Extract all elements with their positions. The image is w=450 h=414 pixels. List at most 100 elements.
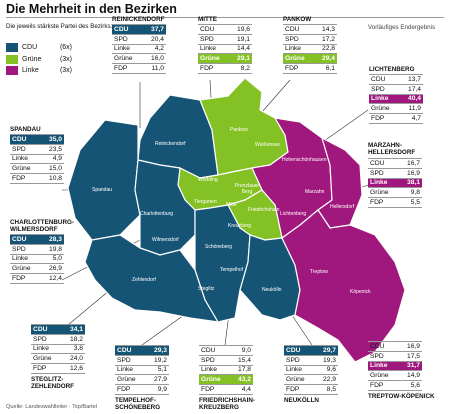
district-name: NEUKÖLLN <box>284 396 319 404</box>
party-name: Linke <box>369 93 400 104</box>
result-table: CDU 9,0 SPD 15,4 Linke 17,8 Grüne 43,2 FDP 4,4 <box>199 345 253 395</box>
party-percentage: 19,3 <box>314 354 338 366</box>
party-percentage: 12,4 <box>40 273 64 284</box>
map-label-reinickendorf: Reinickendorf <box>155 141 186 147</box>
party-percentage: 17,2 <box>314 33 337 45</box>
district-name: TREPTOW-KÖPENICK <box>368 392 435 400</box>
district-box-reinickendorf: REINICKENDORF CDU 37,7 SPD 20,4 Linke 4,2 Grün… <box>112 16 166 74</box>
map-label-steglitz: Steglitz <box>198 286 215 292</box>
legend: CDU (6x) Grüne (3x) Linke (3x) <box>6 42 98 77</box>
leader-line-steglitz <box>61 289 111 331</box>
party-name: Grüne <box>368 370 399 381</box>
party-name: CDU <box>283 24 315 35</box>
result-row: CDU 16,9 <box>368 341 422 352</box>
party-name: Grüne <box>284 374 315 385</box>
map-label-pankow: Pankow <box>230 127 248 133</box>
result-row: SPD 16,9 <box>368 167 422 179</box>
party-name: CDU <box>112 24 143 35</box>
party-percentage: 20,4 <box>142 33 166 45</box>
party-percentage: 24,0 <box>61 353 85 364</box>
party-name: SPD <box>199 354 231 366</box>
district-box-charlottenburg-wilmersdorf: CHARLOTTENBURG-WILMERSDORF CDU 28,3 SPD 19,… <box>10 219 110 284</box>
result-row: Grüne 11,9 <box>369 103 423 114</box>
result-row: Grüne 26,9 <box>10 263 64 274</box>
map-label-wilmersdorf: Wilmersdorf <box>152 237 179 243</box>
result-row: Grüne 24,0 <box>31 353 85 364</box>
party-percentage: 16,9 <box>398 167 422 179</box>
result-table: CDU 16,7 SPD 16,9 Linke 38,1 Grüne 9,8 FDP 5,5 <box>368 158 422 208</box>
result-row: Linke 17,8 <box>199 364 253 375</box>
party-percentage: 9,8 <box>398 187 422 198</box>
party-percentage: 19,8 <box>40 243 64 255</box>
map-label-hohenschoenhausen: Hohenschönhausen <box>282 157 327 163</box>
party-percentage: 14,9 <box>398 370 422 381</box>
party-percentage: 35,0 <box>40 134 64 145</box>
party-name: Grüne <box>369 103 400 114</box>
result-row: CDU 9,0 <box>199 345 253 356</box>
map-label-lichtenberg: Lichtenberg <box>280 211 307 217</box>
district-box-lichtenberg: LICHTENBERG CDU 13,7 SPD 17,4 Linke 40,4 Grüne… <box>369 66 423 124</box>
party-percentage: 16,0 <box>142 53 166 64</box>
party-name: SPD <box>368 167 399 179</box>
party-percentage: 3,8 <box>61 343 85 354</box>
map-label-schoeneberg: Schöneberg <box>205 244 232 250</box>
party-name: Linke <box>112 43 143 54</box>
district-box-mitte: MITTE CDU 19,6 SPD 19,1 Linke 14,4 Grüne 29,1 FD… <box>198 16 252 74</box>
party-percentage: 9,0 <box>230 345 253 356</box>
result-row: SPD 19,3 <box>284 354 338 366</box>
result-row: SPD 19,1 <box>198 33 252 45</box>
party-name: Grüne <box>115 374 146 385</box>
result-note: Vorläufiges Endergebnis <box>368 24 436 31</box>
result-row: Grüne 43,2 <box>199 374 253 385</box>
map-label-weissensee: Weißensee <box>255 142 281 148</box>
result-row: CDU 19,6 <box>198 24 252 35</box>
party-name: CDU <box>115 345 146 356</box>
result-row: Grüne 29,1 <box>198 53 252 64</box>
party-percentage: 17,4 <box>399 83 423 95</box>
party-name: Grüne <box>283 53 315 64</box>
map-label-mitte: Mitte <box>226 202 237 208</box>
party-name: SPD <box>10 243 41 255</box>
district-box-neukoelln: CDU 29,7 SPD 19,3 Linke 9,6 Grüne 22,9 FDP 8,5 NE… <box>284 345 338 405</box>
result-row: Grüne 15,0 <box>10 163 64 174</box>
party-percentage: 38,1 <box>398 177 422 188</box>
map-label-treptow: Treptow <box>310 269 328 275</box>
legend-count-gruene: (3x) <box>59 55 72 63</box>
district-name: MITTE <box>198 16 217 23</box>
party-percentage: 31,7 <box>398 360 422 371</box>
party-percentage: 5,5 <box>398 197 422 208</box>
party-percentage: 14,4 <box>229 43 252 54</box>
result-row: Grüne 14,9 <box>368 370 422 381</box>
party-percentage: 12,6 <box>61 363 85 374</box>
legend-party-cdu: CDU <box>22 44 38 52</box>
party-name: FDP <box>369 113 400 124</box>
party-name: Linke <box>283 43 315 54</box>
result-table: CDU 35,0 SPD 23,5 Linke 4,9 Grüne 15,0 FDP 10,8 <box>10 134 64 184</box>
party-percentage: 29,3 <box>145 345 169 356</box>
result-row: Linke 40,4 <box>369 93 423 104</box>
map-label-tiergarten: Tiergarten <box>194 199 217 205</box>
party-percentage: 5,1 <box>145 364 169 375</box>
map-label-wedding: Wedding <box>198 177 218 183</box>
party-name: FDP <box>115 384 146 395</box>
map-label-koepenick: Köpenick <box>350 289 371 295</box>
result-row: FDP 12,6 <box>31 363 85 374</box>
result-table: CDU 14,3 SPD 17,2 Linke 22,8 Grüne 29,4 FDP 6,1 <box>283 24 337 74</box>
legend-count-linke: (3x) <box>59 67 72 75</box>
result-row: FDP 8,5 <box>284 384 338 395</box>
party-percentage: 27,9 <box>145 374 169 385</box>
district-treptow <box>281 209 406 363</box>
result-row: SPD 17,4 <box>369 83 423 95</box>
party-percentage: 17,8 <box>230 364 253 375</box>
party-name: CDU <box>284 345 315 356</box>
result-row: Grüne 29,4 <box>283 53 337 64</box>
party-name: Linke <box>199 364 231 375</box>
party-name: FDP <box>31 363 62 374</box>
result-row: CDU 16,7 <box>368 158 422 169</box>
result-row: Grüne 27,9 <box>115 374 169 385</box>
district-box-marzahn-hellersdorf: MARZAHN-HELLERSDORF CDU 16,7 SPD 16,9 Linke 3… <box>368 142 438 208</box>
result-table: CDU 28,3 SPD 19,8 Linke 5,0 Grüne 26,9 FDP 12,4 <box>10 234 64 284</box>
party-percentage: 4,4 <box>230 384 253 395</box>
result-row: SPD 15,4 <box>199 354 253 366</box>
